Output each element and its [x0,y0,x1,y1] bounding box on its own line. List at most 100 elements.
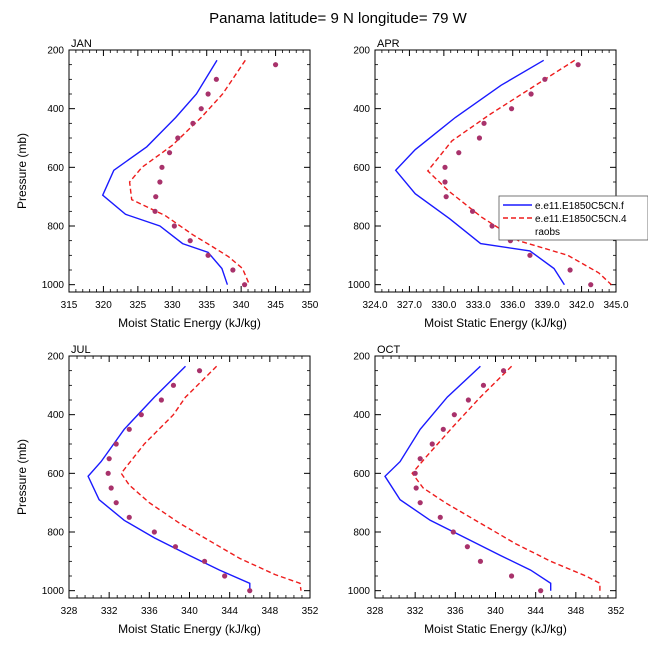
raobs-point [437,514,443,520]
x-tick-label: 332 [407,606,424,617]
raobs-point [567,267,573,273]
y-tick-label: 200 [353,46,370,57]
raobs-point [417,500,423,506]
legend: e.e11.E1850C5CN.f e.e11.E1850C5CN.4 raobs [498,195,648,241]
x-tick-label: 345.0 [603,300,628,311]
raobs-point [205,252,211,258]
plot-frame [68,49,311,293]
raobs-point [527,252,533,258]
y-tick-label: 200 [353,352,370,363]
raobs-point [106,456,112,462]
x-tick-label: 340 [487,606,504,617]
raobs-point [417,456,423,462]
plot-frame [374,49,617,293]
x-tick-label: 330.0 [431,300,456,311]
raobs-point [159,164,165,170]
y-tick-label: 600 [353,469,370,480]
raobs-point [412,470,418,476]
panels: JAN 315 320 325 330 335 340 345 350 200 400 600 800 1… [15,38,648,636]
y-tick-label: 1000 [42,586,65,597]
y-tick-label: 1000 [42,280,65,291]
raobs-point [172,544,179,550]
raobs-point [489,223,495,229]
x-tick-label: 325 [130,300,147,311]
series-group [394,59,612,288]
raobs-point [201,558,208,564]
x-tick-label: 342.0 [569,300,594,311]
raobs-point [272,62,279,68]
series-line-dashed [120,365,302,591]
raobs-point [480,382,487,388]
raobs-point [247,588,253,594]
raobs-point [151,529,157,535]
panel-jan: JAN 315 320 325 330 335 340 345 350 200 400 600 800 1… [15,38,319,330]
x-tick-label: 344 [221,606,238,617]
figure-title: Panama latitude= 9 N longitude= 79 W [209,10,468,27]
raobs-point [241,282,248,288]
raobs-point [158,397,164,403]
x-tick-label: 327.0 [397,300,422,311]
panel-label: OCT [377,344,401,356]
panel-label: APR [377,38,400,50]
x-tick-label: 345 [267,300,284,311]
raobs-point [440,426,446,432]
raobs-point [451,412,457,418]
raobs-point [138,412,144,418]
x-tick-label: 336 [447,606,464,617]
x-axis-label: Moist Static Energy (kJ/kg) [424,316,567,330]
x-axis-label: Moist Static Energy (kJ/kg) [118,316,261,330]
series-group [384,365,601,594]
panel-oct: OCT 328 332 336 340 344 348 352 200 400 600 800 1000… [348,344,625,636]
raobs-point [113,500,119,506]
raobs-point [477,558,484,564]
raobs-point [443,194,449,200]
y-tick-label: 400 [353,104,370,115]
y-tick-label: 600 [353,163,370,174]
raobs-point [196,368,203,374]
series-line-solid [384,365,552,591]
raobs-point [442,164,448,170]
x-tick-label: 340 [233,300,250,311]
y-tick-label: 600 [47,163,64,174]
x-tick-label: 335 [198,300,215,311]
panel-jul: JUL 328 332 336 340 344 348 352 200 400 600 800 1000… [15,344,319,636]
raobs-point [413,485,419,491]
raobs-point [105,470,111,476]
x-tick-label: 324.0 [362,300,387,311]
raobs-point [126,426,132,432]
series-line-dashed [128,59,251,285]
raobs-point [481,120,487,126]
raobs-point [171,223,177,229]
series-line-solid [87,365,251,591]
raobs-point [230,267,236,273]
x-tick-label: 336.0 [500,300,525,311]
y-tick-label: 800 [353,528,370,539]
x-tick-label: 340 [181,606,198,617]
raobs-point [175,135,181,141]
x-axis-label: Moist Static Energy (kJ/kg) [118,622,261,636]
x-tick-label: 352 [302,606,319,617]
raobs-point [508,573,515,579]
legend-entry: e.e11.E1850C5CN.f [535,201,624,212]
y-axis-label: Pressure (mb) [15,133,29,209]
x-tick-label: 328 [61,606,78,617]
raobs-point [450,529,456,535]
raobs-point [153,194,159,200]
raobs-point [198,106,204,112]
raobs-point [190,120,196,126]
plot-frame [374,355,617,599]
raobs-point [113,441,119,447]
raobs-point [213,76,219,82]
y-axis-label: Pressure (mb) [15,439,29,515]
x-tick-label: 330 [164,300,181,311]
x-tick-label: 315 [61,300,78,311]
raobs-point [166,150,173,156]
raobs-point [508,106,515,112]
x-tick-label: 348 [261,606,278,617]
raobs-point [222,573,228,579]
y-tick-label: 1000 [348,586,371,597]
x-axis-label: Moist Static Energy (kJ/kg) [424,622,567,636]
y-tick-label: 800 [47,528,64,539]
series-line-dashed [411,365,601,591]
